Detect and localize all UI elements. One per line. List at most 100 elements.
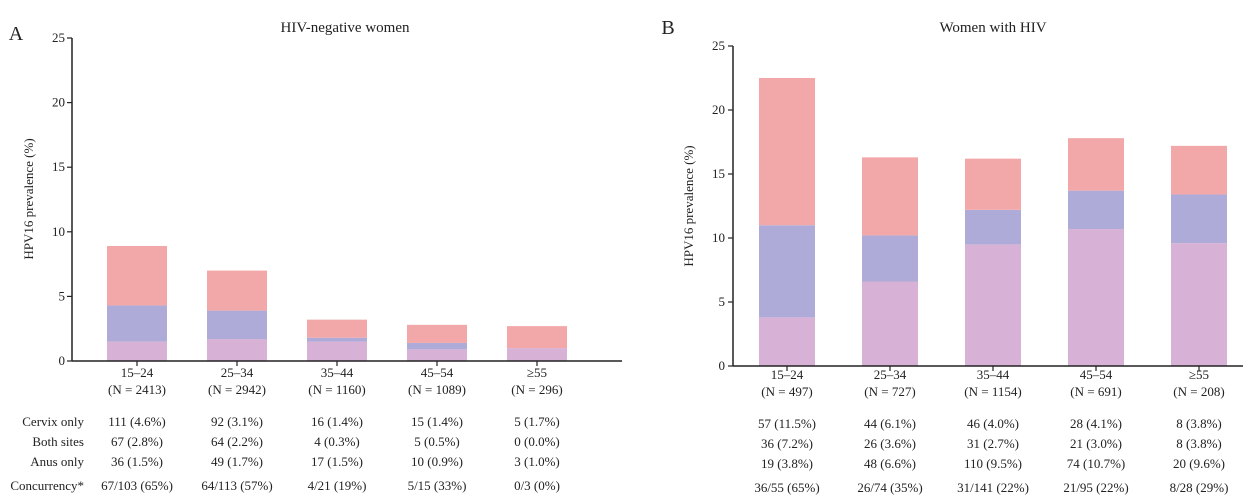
panel-b-bar-cervix-0 — [759, 78, 815, 226]
panel-a-category-label-1: 25–34 — [221, 365, 254, 380]
panel-a-bar-anus-3 — [407, 349, 467, 361]
panel-b-table-cell-1-3: 21 (3.0%) — [1070, 436, 1122, 451]
panel-a-table-cell-0-0: 111 (4.6%) — [108, 414, 166, 429]
panel-a-table-cell-2-1: 49 (1.7%) — [211, 454, 263, 469]
panel-b-table-cell-0-0: 57 (11.5%) — [758, 416, 816, 431]
panel-a-table-cell-3-1: 64/113 (57%) — [201, 478, 272, 493]
panel-b-table-cell-3-4: 8/28 (29%) — [1170, 480, 1229, 495]
panel-b-bar-both-0 — [759, 225, 815, 318]
panel-a-bar-both-2 — [307, 337, 367, 342]
panel-a-bar-anus-4 — [507, 348, 567, 361]
panel-a-ytick-label-10: 10 — [52, 224, 65, 239]
panel-b-category-label-2: 35–44 — [977, 367, 1010, 382]
panel-a-table-cell-1-0: 67 (2.8%) — [111, 434, 163, 449]
panel-a-bar-both-1 — [207, 310, 267, 340]
panel-a-category-label-3: 45–54 — [421, 365, 454, 380]
panel-b-table-cell-1-4: 8 (3.8%) — [1176, 436, 1222, 451]
panel-b-table-cell-0-3: 28 (4.1%) — [1070, 416, 1122, 431]
panel-b-bar-anus-0 — [759, 317, 815, 366]
panel-b-table-cell-3-2: 31/141 (22%) — [957, 480, 1029, 495]
panel-a-table-cell-1-3: 5 (0.5%) — [414, 434, 460, 449]
panel-b-category-label-3: 45–54 — [1080, 367, 1113, 382]
panel-b-category-label-0: 15–24 — [771, 367, 804, 382]
panel-b-table-cell-3-0: 36/55 (65%) — [754, 480, 819, 495]
panel-b-title: Women with HIV — [939, 20, 1046, 36]
panel-a-table-cell-1-2: 4 (0.3%) — [314, 434, 360, 449]
panel-a-category-n-0: (N = 2413) — [108, 382, 166, 397]
panel-b-category-n-1: (N = 727) — [864, 384, 915, 399]
panel-b-table-cell-2-1: 48 (6.6%) — [864, 456, 916, 471]
panel-b-table-cell-0-2: 46 (4.0%) — [967, 416, 1019, 431]
panel-b-ytick-label-0: 0 — [719, 358, 726, 373]
panel-a-bar-cervix-1 — [207, 270, 267, 311]
panel-a-ytick-label-25: 25 — [52, 30, 65, 45]
panel-a-bar-anus-1 — [207, 339, 267, 361]
panel-a-title: HIV-negative women — [281, 20, 410, 36]
panel-a-table-cell-0-4: 5 (1.7%) — [514, 414, 560, 429]
panel-b-bar-both-1 — [862, 235, 918, 282]
panel-b-ytick-label-10: 10 — [712, 230, 725, 245]
panel-a-category-n-1: (N = 2942) — [208, 382, 266, 397]
panel-a-bar-anus-2 — [307, 341, 367, 361]
panel-b-bar-both-4 — [1171, 194, 1227, 244]
panel-a-table-cell-2-0: 36 (1.5%) — [111, 454, 163, 469]
panel-a-table-cell-3-0: 67/103 (65%) — [101, 478, 173, 493]
panel-a-bar-cervix-3 — [407, 324, 467, 343]
panel-b-bar-cervix-3 — [1068, 138, 1124, 191]
panel-a-table-row-label-3: Concurrency* — [10, 478, 84, 493]
panel-a-table-cell-1-4: 0 (0.0%) — [514, 434, 560, 449]
panel-b-bar-cervix-2 — [965, 158, 1021, 210]
panel-b-bar-anus-1 — [862, 281, 918, 366]
panel-b-category-n-3: (N = 691) — [1070, 384, 1121, 399]
panel-b-y-axis-label: HPV16 prevalence (%) — [681, 145, 696, 266]
panel-a-table-cell-1-1: 64 (2.2%) — [211, 434, 263, 449]
panel-b-table-cell-1-0: 36 (7.2%) — [761, 436, 813, 451]
panel-b-table-cell-2-4: 20 (9.6%) — [1173, 456, 1225, 471]
panel-a-bar-both-0 — [107, 305, 167, 342]
panel-a-table-cell-0-1: 92 (3.1%) — [211, 414, 263, 429]
panel-b-bar-anus-2 — [965, 244, 1021, 366]
panel-b-ytick-label-15: 15 — [712, 166, 725, 181]
panel-a-ytick-label-15: 15 — [52, 159, 65, 174]
panel-a-table-cell-2-3: 10 (0.9%) — [411, 454, 463, 469]
panel-b-table-cell-3-1: 26/74 (35%) — [857, 480, 922, 495]
panel-b-bar-anus-3 — [1068, 229, 1124, 366]
panel-a-table-row-label-2: Anus only — [30, 454, 84, 469]
panel-b-ytick-label-5: 5 — [719, 294, 726, 309]
panel-a-bar-anus-0 — [107, 341, 167, 361]
panel-a-category-n-3: (N = 1089) — [408, 382, 466, 397]
panel-a-table-cell-3-3: 5/15 (33%) — [408, 478, 467, 493]
panel-a-category-label-2: 35–44 — [321, 365, 354, 380]
panel-b-category-n-2: (N = 1154) — [964, 384, 1021, 399]
panel-a-ytick-label-5: 5 — [59, 288, 66, 303]
panel-a-panel-letter: A — [9, 23, 24, 45]
panel-b-table-cell-1-2: 31 (2.7%) — [967, 436, 1019, 451]
panel-b-category-n-0: (N = 497) — [761, 384, 812, 399]
panel-b-bar-cervix-4 — [1171, 145, 1227, 195]
panel-a-table-row-label-1: Both sites — [32, 434, 84, 449]
panel-b-table-cell-2-0: 19 (3.8%) — [761, 456, 813, 471]
panel-a-category-n-4: (N = 296) — [511, 382, 562, 397]
panel-a-y-axis-label: HPV16 prevalence (%) — [21, 138, 36, 259]
panel-a-table-cell-3-4: 0/3 (0%) — [514, 478, 560, 493]
panel-b-ytick-label-20: 20 — [712, 102, 725, 117]
panel-b-panel-letter: B — [661, 17, 674, 39]
panel-a-table-row-label-0: Cervix only — [22, 414, 84, 429]
panel-a-bar-cervix-4 — [507, 326, 567, 349]
panel-b-bar-both-3 — [1068, 190, 1124, 230]
panel-a-category-label-4: ≥55 — [527, 365, 547, 380]
panel-b-bar-both-2 — [965, 209, 1021, 245]
panel-a-table-cell-0-3: 15 (1.4%) — [411, 414, 463, 429]
panel-b-ytick-label-25: 25 — [712, 38, 725, 53]
panel-a-table-cell-2-2: 17 (1.5%) — [311, 454, 363, 469]
panel-b-category-label-4: ≥55 — [1189, 367, 1209, 382]
panel-a-bar-cervix-2 — [307, 319, 367, 338]
panel-b-category-n-4: (N = 208) — [1173, 384, 1224, 399]
panel-b-category-label-1: 25–34 — [874, 367, 907, 382]
panel-b-table-cell-2-3: 74 (10.7%) — [1067, 456, 1126, 471]
panel-a-ytick-label-0: 0 — [59, 353, 66, 368]
panel-b-table-cell-3-3: 21/95 (22%) — [1063, 480, 1128, 495]
panel-a-bar-both-3 — [407, 342, 467, 350]
panel-b-table-cell-0-1: 44 (6.1%) — [864, 416, 916, 431]
